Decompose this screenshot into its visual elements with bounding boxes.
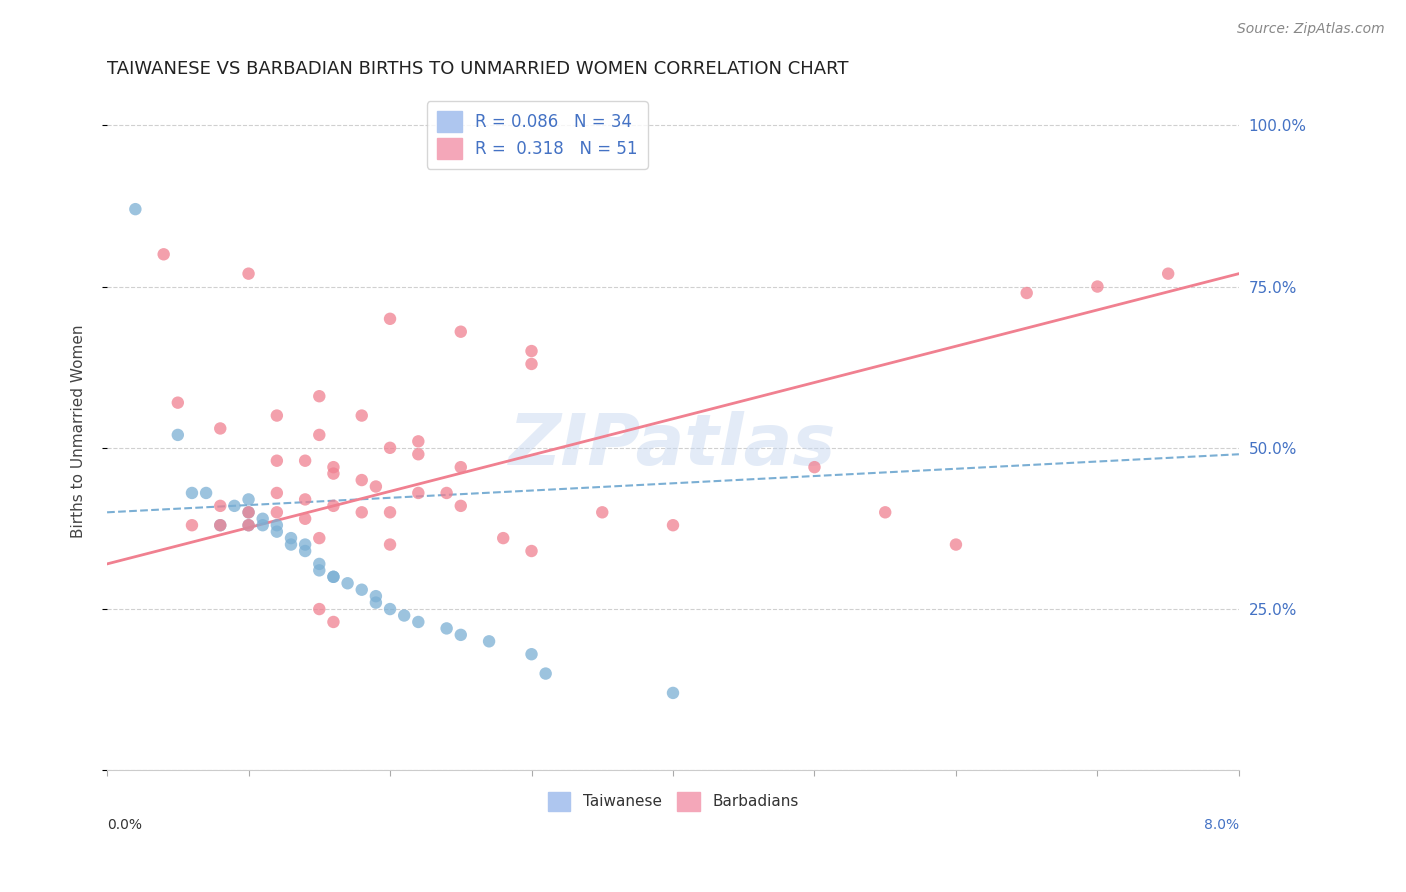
Point <box>350 409 373 423</box>
Point <box>520 357 543 371</box>
Point <box>266 505 288 519</box>
Point <box>280 537 302 551</box>
Point <box>308 428 330 442</box>
Point <box>350 473 373 487</box>
Point <box>166 395 188 409</box>
Point <box>803 460 825 475</box>
Point <box>378 537 401 551</box>
Point <box>662 518 685 533</box>
Point <box>294 492 316 507</box>
Point <box>238 492 260 507</box>
Point <box>520 544 543 558</box>
Point <box>266 486 288 500</box>
Point <box>392 608 415 623</box>
Point <box>266 409 288 423</box>
Point <box>408 447 430 461</box>
Point <box>322 499 344 513</box>
Point <box>450 499 472 513</box>
Point <box>308 531 330 545</box>
Point <box>1157 267 1180 281</box>
Point <box>209 499 232 513</box>
Point <box>209 518 232 533</box>
Point <box>224 499 246 513</box>
Point <box>266 453 288 467</box>
Point <box>945 537 967 551</box>
Point <box>209 421 232 435</box>
Point <box>238 505 260 519</box>
Point <box>378 441 401 455</box>
Point <box>322 467 344 481</box>
Point <box>436 622 458 636</box>
Point <box>350 582 373 597</box>
Point <box>308 563 330 577</box>
Point <box>591 505 613 519</box>
Point <box>1015 285 1038 300</box>
Y-axis label: Births to Unmarried Women: Births to Unmarried Women <box>72 325 86 539</box>
Point <box>181 518 204 533</box>
Text: 8.0%: 8.0% <box>1204 818 1239 831</box>
Text: 0.0%: 0.0% <box>107 818 142 831</box>
Point <box>238 267 260 281</box>
Point <box>364 479 387 493</box>
Point <box>280 531 302 545</box>
Point <box>308 602 330 616</box>
Point <box>534 666 557 681</box>
Point <box>266 518 288 533</box>
Point <box>378 311 401 326</box>
Point <box>238 518 260 533</box>
Point <box>294 512 316 526</box>
Legend: Taiwanese, Barbadians: Taiwanese, Barbadians <box>541 786 804 817</box>
Point <box>294 544 316 558</box>
Point <box>322 570 344 584</box>
Point <box>238 518 260 533</box>
Point <box>364 596 387 610</box>
Point <box>152 247 174 261</box>
Point <box>350 505 373 519</box>
Point <box>450 325 472 339</box>
Point <box>266 524 288 539</box>
Point <box>450 628 472 642</box>
Point <box>166 428 188 442</box>
Point <box>336 576 359 591</box>
Point <box>252 518 274 533</box>
Point <box>308 557 330 571</box>
Point <box>492 531 515 545</box>
Point <box>520 647 543 661</box>
Point <box>1087 279 1109 293</box>
Point <box>436 486 458 500</box>
Point <box>195 486 218 500</box>
Point <box>662 686 685 700</box>
Point <box>322 460 344 475</box>
Text: Source: ZipAtlas.com: Source: ZipAtlas.com <box>1237 22 1385 37</box>
Point <box>294 537 316 551</box>
Point <box>875 505 897 519</box>
Point <box>408 615 430 629</box>
Point <box>124 202 146 216</box>
Point <box>252 512 274 526</box>
Point <box>294 453 316 467</box>
Point <box>308 389 330 403</box>
Text: TAIWANESE VS BARBADIAN BIRTHS TO UNMARRIED WOMEN CORRELATION CHART: TAIWANESE VS BARBADIAN BIRTHS TO UNMARRI… <box>107 60 849 78</box>
Point <box>408 434 430 449</box>
Text: ZIPatlas: ZIPatlas <box>509 410 837 480</box>
Point <box>450 460 472 475</box>
Point <box>181 486 204 500</box>
Point <box>322 615 344 629</box>
Point <box>408 486 430 500</box>
Point <box>478 634 501 648</box>
Point <box>378 505 401 519</box>
Point <box>520 344 543 359</box>
Point <box>378 602 401 616</box>
Point <box>209 518 232 533</box>
Point <box>322 570 344 584</box>
Point <box>364 589 387 603</box>
Point <box>238 505 260 519</box>
